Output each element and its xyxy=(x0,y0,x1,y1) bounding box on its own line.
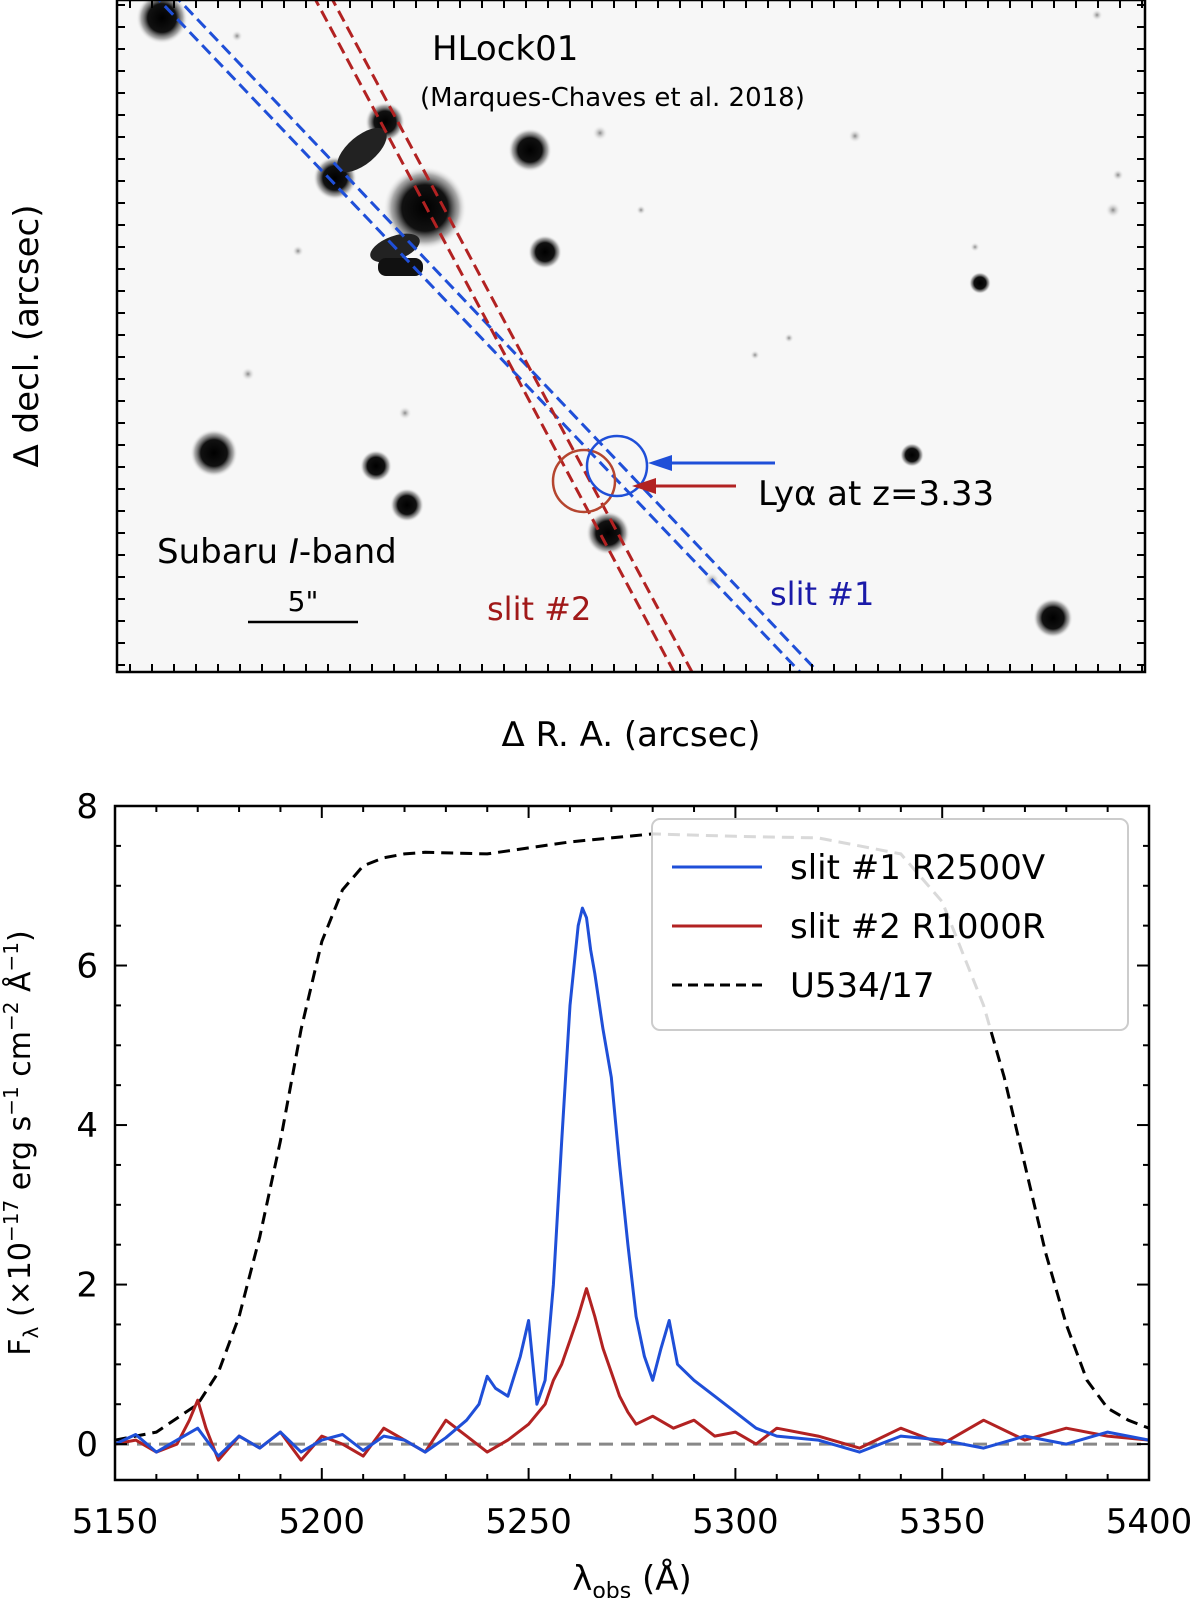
slit1-label: slit #1 xyxy=(770,575,874,613)
lya-circle-slit1 xyxy=(585,434,649,498)
x-tick-label: 5250 xyxy=(485,1502,572,1542)
legend-label-filter: U534/17 xyxy=(790,966,935,1006)
legend-label-slit2: slit #2 R1000R xyxy=(790,907,1045,947)
sky-image xyxy=(136,0,1124,672)
y-tick-label: 8 xyxy=(76,787,98,827)
slit1-edge-a xyxy=(157,0,802,672)
spectrum-panel: 5150 5200 5250 5300 5350 5400 0 2 4 6 8 slit #1 R2… xyxy=(0,787,1192,1598)
legend-label-slit1: slit #1 R2500V xyxy=(790,848,1045,888)
x-tick-label: 5350 xyxy=(899,1502,986,1542)
axis-ticks: 5150 5200 5250 5300 5350 5400 0 2 4 6 8 xyxy=(72,787,1193,1542)
x-tick-label: 5300 xyxy=(692,1502,779,1542)
y-tick-label: 4 xyxy=(76,1106,98,1146)
instrument-label: Subaru I-band xyxy=(157,532,397,572)
target-title: HLock01 xyxy=(432,29,578,69)
series-line-slit-2-r1000r xyxy=(115,1287,1149,1462)
plot-frame xyxy=(113,804,1151,1482)
scale-bar-label: 5" xyxy=(288,585,319,618)
legend-box xyxy=(651,818,1129,1031)
x-axis-label: λobs (Å) xyxy=(572,1558,692,1598)
image-ylabel: Δ decl. (arcsec) xyxy=(7,205,47,468)
slit2-edge-b xyxy=(330,0,694,672)
x-tick-label: 5150 xyxy=(72,1502,159,1542)
lya-circle-slit2 xyxy=(551,448,617,514)
y-axis-label: Fλ (×10−17 erg s−1 cm−2 Å−1) xyxy=(0,930,43,1355)
series-line-u534-17 xyxy=(115,832,1149,1442)
lya-label: Lyα at z=3.33 xyxy=(758,474,994,514)
sky-image-panel: HLock01 (Marques-Chaves et al. 2018) Sub… xyxy=(7,0,1147,755)
plot-area xyxy=(115,832,1149,1462)
x-tick-label: 5400 xyxy=(1106,1502,1193,1542)
y-tick-label: 2 xyxy=(76,1266,98,1306)
image-ticks xyxy=(117,0,1145,672)
slit1-edge-b xyxy=(176,0,820,672)
legend: slit #1 R2500V slit #2 R1000R U534/17 xyxy=(651,818,1129,1031)
y-tick-label: 6 xyxy=(76,947,98,987)
slit2-edge-a xyxy=(313,0,676,672)
slit2-label: slit #2 xyxy=(487,590,591,628)
series-line-slit-1-r2500v xyxy=(115,906,1149,1458)
image-xlabel: Δ R. A. (arcsec) xyxy=(502,715,761,755)
x-tick-label: 5200 xyxy=(279,1502,366,1542)
slit1-arrow-head xyxy=(648,455,672,471)
reference-label: (Marques-Chaves et al. 2018) xyxy=(420,83,805,113)
y-tick-label: 0 xyxy=(76,1425,98,1465)
slit2-arrow-head xyxy=(632,478,656,494)
